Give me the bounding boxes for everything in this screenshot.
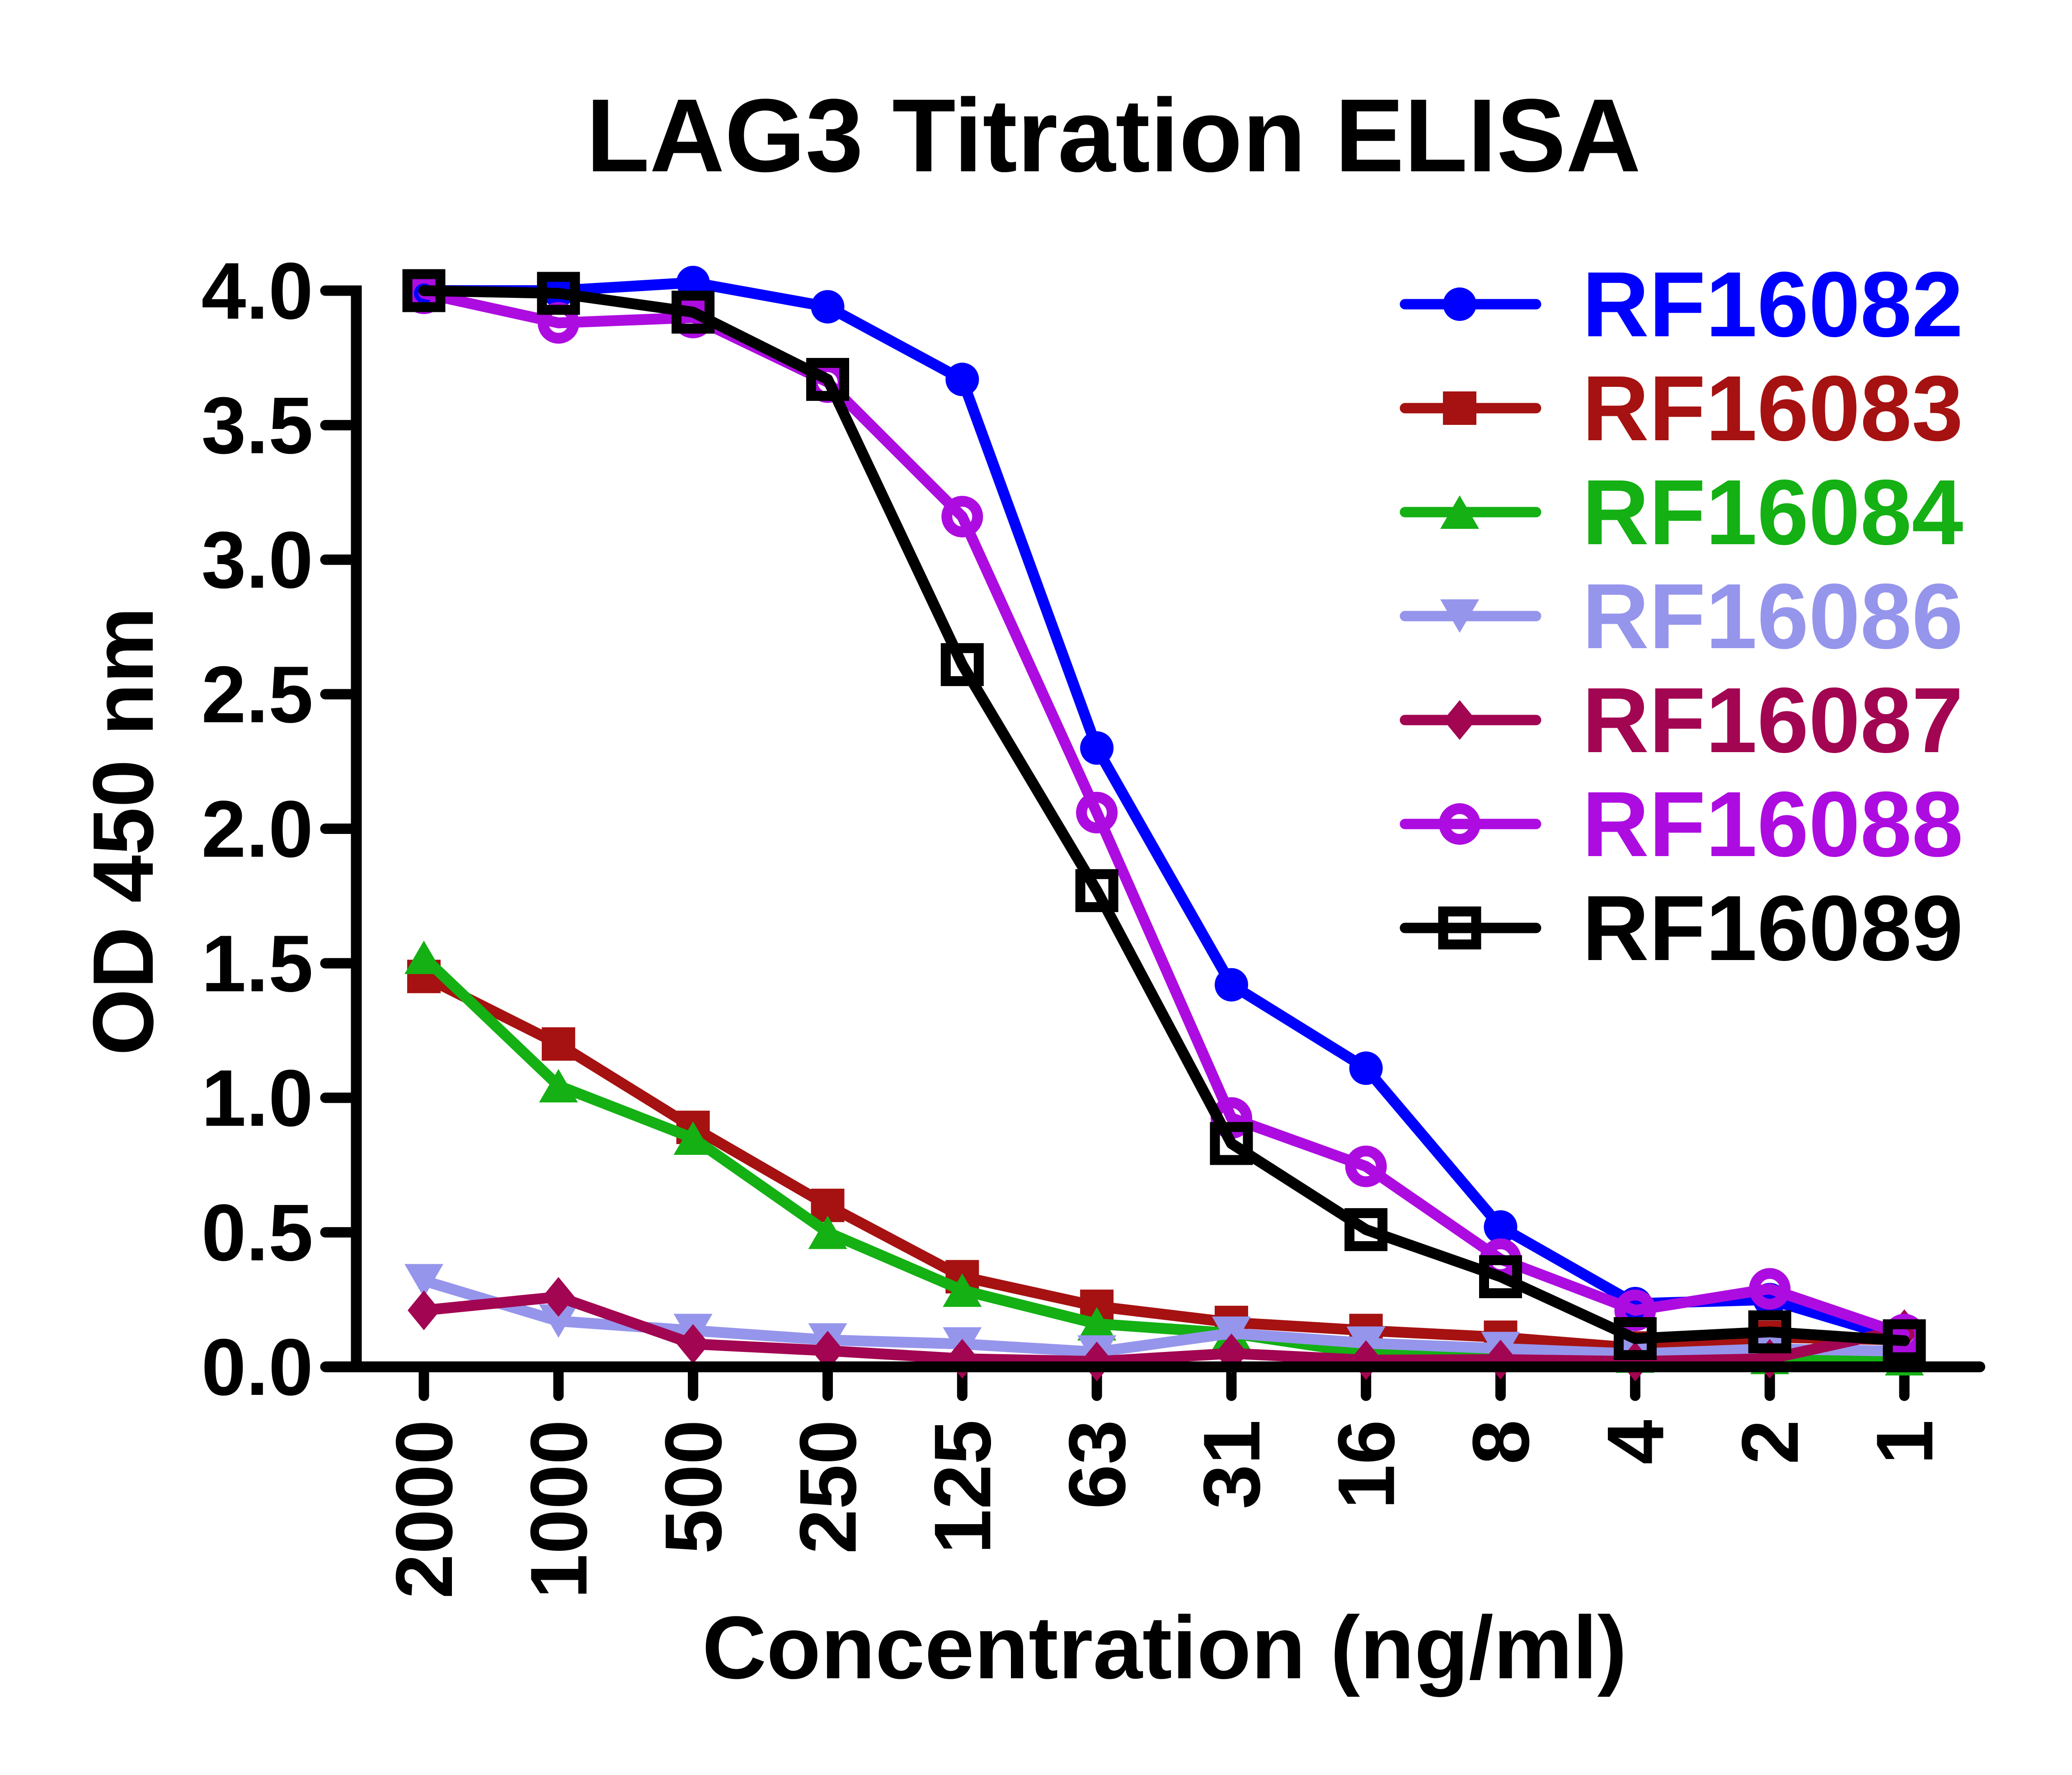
svg-text:LAG3 Titration ELISA: LAG3 Titration ELISA xyxy=(586,77,1641,193)
svg-text:RF16084: RF16084 xyxy=(1582,461,1963,564)
svg-text:0.0: 0.0 xyxy=(202,1322,313,1412)
svg-text:63: 63 xyxy=(1052,1420,1142,1509)
svg-text:2: 2 xyxy=(1725,1420,1815,1464)
svg-text:3.5: 3.5 xyxy=(202,381,313,471)
svg-text:1000: 1000 xyxy=(514,1420,604,1599)
svg-text:3.0: 3.0 xyxy=(202,515,313,605)
svg-text:RF16083: RF16083 xyxy=(1582,357,1963,460)
svg-text:500: 500 xyxy=(648,1420,738,1554)
svg-text:RF16088: RF16088 xyxy=(1582,772,1963,876)
svg-text:0.5: 0.5 xyxy=(202,1187,313,1277)
svg-text:RF16082: RF16082 xyxy=(1582,253,1963,356)
svg-text:125: 125 xyxy=(917,1420,1007,1554)
svg-text:Concentration (ng/ml): Concentration (ng/ml) xyxy=(702,1598,1627,1697)
svg-text:16: 16 xyxy=(1321,1420,1411,1509)
svg-text:4: 4 xyxy=(1590,1420,1680,1464)
svg-text:OD 450 nm: OD 450 nm xyxy=(75,607,171,1056)
svg-text:1.0: 1.0 xyxy=(202,1053,313,1143)
svg-text:2.0: 2.0 xyxy=(202,784,313,874)
svg-text:2.5: 2.5 xyxy=(202,650,313,739)
svg-text:4.0: 4.0 xyxy=(202,246,313,336)
svg-text:250: 250 xyxy=(783,1420,873,1554)
svg-text:1.5: 1.5 xyxy=(202,918,313,1008)
svg-text:8: 8 xyxy=(1456,1420,1546,1464)
svg-text:RF16086: RF16086 xyxy=(1582,565,1963,668)
svg-text:RF16087: RF16087 xyxy=(1582,669,1963,772)
svg-text:31: 31 xyxy=(1187,1420,1277,1509)
svg-text:RF16089: RF16089 xyxy=(1582,876,1963,980)
svg-text:2000: 2000 xyxy=(379,1420,469,1599)
svg-text:1: 1 xyxy=(1860,1420,1950,1464)
